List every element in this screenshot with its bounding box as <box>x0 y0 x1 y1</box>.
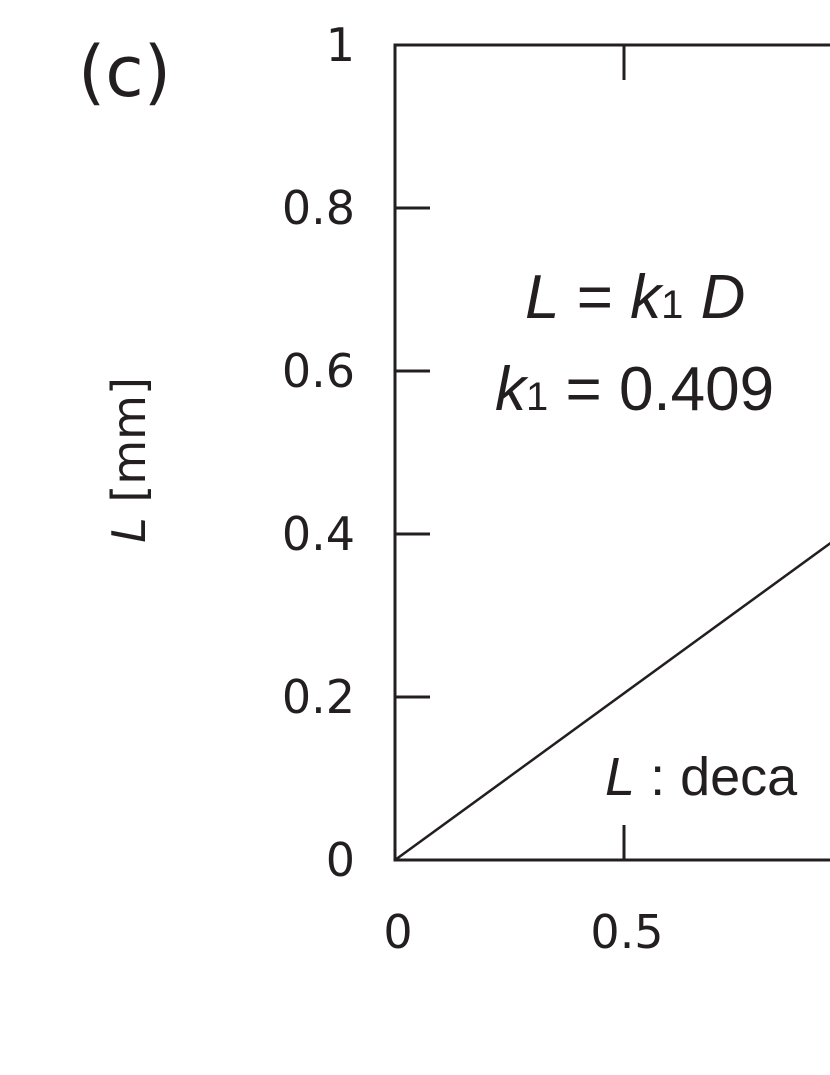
eq-part: 1 <box>661 283 683 327</box>
eq-part: L <box>525 263 559 332</box>
y-tick-label: 0.8 <box>282 181 355 235</box>
y-tick-label: 0 <box>326 833 355 887</box>
note-part: L <box>605 747 635 807</box>
y-tick-label: 1 <box>326 18 355 72</box>
y-tick-label: 0.6 <box>282 344 355 398</box>
eq-part: = <box>577 263 613 332</box>
eq-part: k <box>495 355 529 424</box>
y-axis-label: L [mm] <box>102 377 156 543</box>
x-tick-label: 0.5 <box>590 905 663 959</box>
note-part: : <box>650 747 665 807</box>
data-line <box>394 541 830 862</box>
coefficient: k1 = 0.409 <box>495 355 774 424</box>
eq-part: 0.409 <box>619 355 774 424</box>
equation: L = k1 D <box>525 263 745 332</box>
eq-part: 1 <box>526 375 548 419</box>
panel-label: (c) <box>78 31 171 113</box>
note: L : deca <box>605 747 798 807</box>
eq-part: = <box>565 355 601 424</box>
x-tick-label: 0 <box>383 905 412 959</box>
eq-part: D <box>701 263 746 332</box>
plot-frame <box>393 43 830 862</box>
eq-part: k <box>630 263 664 332</box>
y-tick-label: 0.4 <box>282 507 355 561</box>
note-part: deca <box>680 747 798 807</box>
y-tick-label: 0.2 <box>282 670 355 724</box>
y-label-symbol: L <box>102 517 156 543</box>
y-label-unit: [mm] <box>102 377 156 503</box>
